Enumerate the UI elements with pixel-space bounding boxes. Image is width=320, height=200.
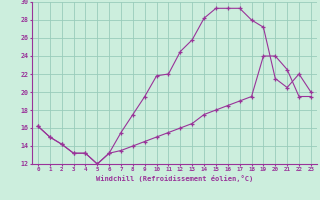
X-axis label: Windchill (Refroidissement éolien,°C): Windchill (Refroidissement éolien,°C): [96, 175, 253, 182]
